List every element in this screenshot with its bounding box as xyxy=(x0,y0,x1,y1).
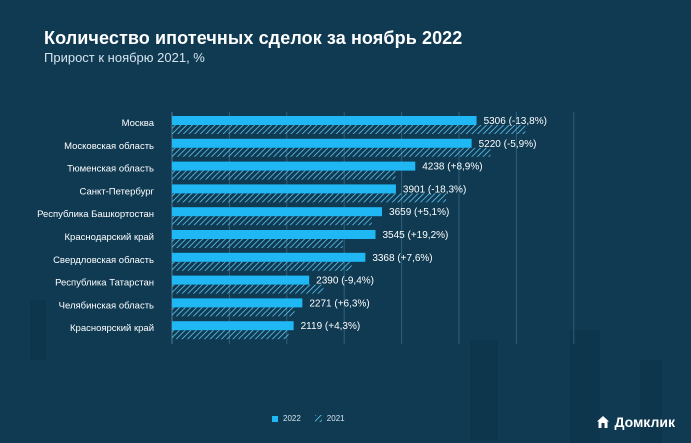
chart-subtitle: Прирост к ноябрю 2021, % xyxy=(44,50,205,65)
bar-2022 xyxy=(172,230,376,239)
bar-2021 xyxy=(172,284,324,294)
category-label: Москва xyxy=(122,118,155,129)
category-label: Свердловская область xyxy=(53,255,154,266)
bar-2021 xyxy=(172,330,289,340)
bar-2021 xyxy=(172,193,447,203)
legend-swatch-2021 xyxy=(314,415,322,422)
bar-2022 xyxy=(172,116,477,125)
category-label: Республика Татарстан xyxy=(55,278,154,289)
category-label: Челябинская область xyxy=(59,300,154,311)
category-label: Тюменская область xyxy=(67,164,154,175)
bar-2022 xyxy=(172,207,383,217)
data-label: 3545 (+19,2%) xyxy=(382,230,448,241)
data-label: 2119 (+4,3%) xyxy=(301,321,361,332)
bar-2021 xyxy=(172,147,491,157)
bar-2022 xyxy=(172,184,396,194)
data-label: 5220 (-5,9%) xyxy=(479,139,537,150)
chart-title: Количество ипотечных сделок за ноябрь 20… xyxy=(44,28,463,48)
data-label: 3368 (+7,6%) xyxy=(372,253,432,264)
background-decoration xyxy=(570,330,600,443)
brand-name: Домклик xyxy=(614,414,675,430)
bar-2021 xyxy=(172,239,343,248)
category-label: Республика Башкортостан xyxy=(37,209,154,220)
house-icon xyxy=(597,416,610,428)
legend-label-2022: 2022 xyxy=(283,414,301,423)
legend-item-2022: 2022 xyxy=(272,414,301,423)
bar-2022 xyxy=(172,138,472,148)
category-label: Санкт-Петербург xyxy=(79,186,154,197)
bar-2022 xyxy=(172,275,310,285)
legend-label-2021: 2021 xyxy=(326,414,345,423)
data-label: 2390 (-9,4%) xyxy=(316,276,374,287)
bar-2021 xyxy=(172,307,295,317)
bar-2021 xyxy=(172,261,352,271)
data-label: 4238 (+8,9%) xyxy=(422,162,482,173)
data-label: 3901 (-18,3%) xyxy=(403,184,466,195)
legend-item-2021: 2021 xyxy=(314,414,345,423)
data-label: 2271 (+6,3%) xyxy=(309,298,369,309)
bar-2022 xyxy=(172,161,416,171)
brand-logo: Домклик xyxy=(596,414,675,430)
category-label: Красноярский край xyxy=(70,323,154,334)
bar-2022 xyxy=(172,252,366,262)
bar-2022 xyxy=(172,321,294,331)
legend-swatch-2022 xyxy=(272,415,278,422)
data-label: 5306 (-13,8%) xyxy=(484,116,547,127)
bar-2021 xyxy=(172,170,396,180)
chart-legend: 2022 2021 xyxy=(272,414,345,423)
data-label: 3659 (+5,1%) xyxy=(389,207,449,218)
bar-2021 xyxy=(172,125,526,134)
bar-2022 xyxy=(172,298,303,308)
background-decoration xyxy=(640,360,662,443)
background-decoration xyxy=(30,300,46,360)
category-label: Краснодарский край xyxy=(65,232,154,243)
bar-2021 xyxy=(172,216,372,226)
category-label: Московская область xyxy=(64,141,154,152)
background-decoration xyxy=(470,340,498,440)
